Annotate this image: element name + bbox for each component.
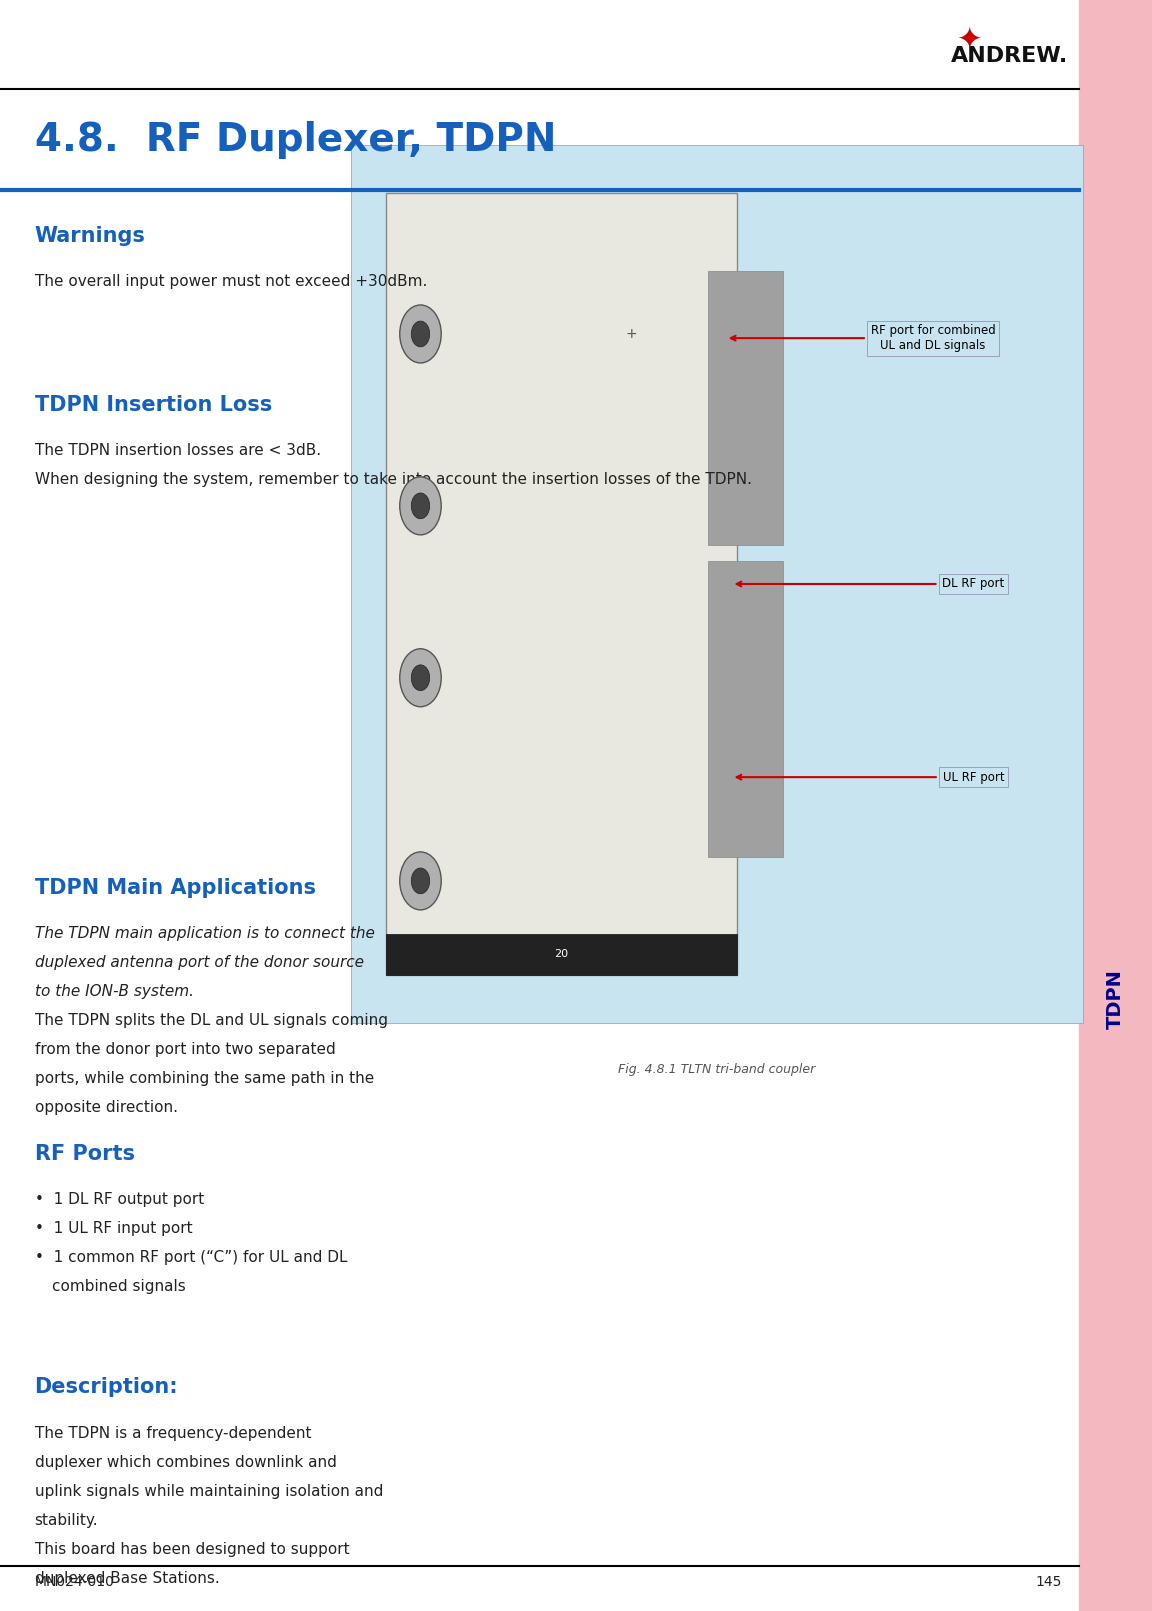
Bar (708, 271, 783, 545)
Text: The TDPN is a frequency-dependent: The TDPN is a frequency-dependent (35, 1426, 311, 1440)
Text: uplink signals while maintaining isolation and: uplink signals while maintaining isolati… (35, 1484, 382, 1498)
FancyBboxPatch shape (351, 145, 1083, 1023)
Text: When designing the system, remember to take into account the insertion losses of: When designing the system, remember to t… (35, 472, 751, 487)
Circle shape (400, 852, 441, 910)
Text: TDPN: TDPN (1106, 968, 1126, 1029)
Text: RF Ports: RF Ports (35, 1144, 135, 1163)
Text: Description:: Description: (35, 1377, 179, 1397)
Bar (386, 934, 737, 975)
Text: 20: 20 (554, 949, 569, 959)
Text: TDPN Insertion Loss: TDPN Insertion Loss (35, 395, 272, 414)
Text: duplexer which combines downlink and: duplexer which combines downlink and (35, 1455, 336, 1469)
Circle shape (400, 477, 441, 535)
Bar (1079, 0, 1152, 1611)
Text: opposite direction.: opposite direction. (35, 1100, 177, 1115)
Text: •  1 DL RF output port: • 1 DL RF output port (35, 1192, 204, 1207)
Circle shape (411, 493, 430, 519)
Text: 145: 145 (1036, 1576, 1062, 1588)
Text: TDPN Main Applications: TDPN Main Applications (35, 878, 316, 897)
Text: Fig. 4.8.1 TLTN tri-band coupler: Fig. 4.8.1 TLTN tri-band coupler (619, 1063, 816, 1076)
Text: UL RF port: UL RF port (736, 770, 1005, 783)
Text: ANDREW.: ANDREW. (950, 47, 1068, 66)
Text: The TDPN main application is to connect the: The TDPN main application is to connect … (35, 926, 374, 941)
Text: duplexed Base Stations.: duplexed Base Stations. (35, 1571, 219, 1585)
Text: from the donor port into two separated: from the donor port into two separated (35, 1042, 335, 1057)
Text: RF port for combined
UL and DL signals: RF port for combined UL and DL signals (730, 324, 995, 353)
Text: ✦: ✦ (957, 26, 983, 55)
Text: stability.: stability. (35, 1513, 98, 1527)
Text: Warnings: Warnings (35, 226, 145, 245)
Text: The TDPN splits the DL and UL signals coming: The TDPN splits the DL and UL signals co… (35, 1013, 387, 1028)
Text: duplexed antenna port of the donor source: duplexed antenna port of the donor sourc… (35, 955, 364, 970)
Text: •  1 UL RF input port: • 1 UL RF input port (35, 1221, 192, 1236)
Text: DL RF port: DL RF port (736, 577, 1005, 591)
Text: MN024-010: MN024-010 (35, 1576, 114, 1588)
Bar (708, 561, 783, 857)
Text: ports, while combining the same path in the: ports, while combining the same path in … (35, 1071, 373, 1086)
Text: The overall input power must not exceed +30dBm.: The overall input power must not exceed … (35, 274, 427, 288)
Bar (386, 193, 737, 975)
Text: combined signals: combined signals (52, 1279, 185, 1294)
Circle shape (400, 304, 441, 362)
Circle shape (400, 649, 441, 707)
Text: •  1 common RF port (“C”) for UL and DL: • 1 common RF port (“C”) for UL and DL (35, 1250, 347, 1265)
Circle shape (411, 321, 430, 346)
Text: to the ION-B system.: to the ION-B system. (35, 984, 194, 999)
Text: +: + (626, 327, 637, 342)
Text: This board has been designed to support: This board has been designed to support (35, 1542, 349, 1556)
Text: 4.8.  RF Duplexer, TDPN: 4.8. RF Duplexer, TDPN (35, 121, 556, 159)
Circle shape (411, 665, 430, 691)
Circle shape (411, 868, 430, 894)
Text: The TDPN insertion losses are < 3dB.: The TDPN insertion losses are < 3dB. (35, 443, 320, 458)
